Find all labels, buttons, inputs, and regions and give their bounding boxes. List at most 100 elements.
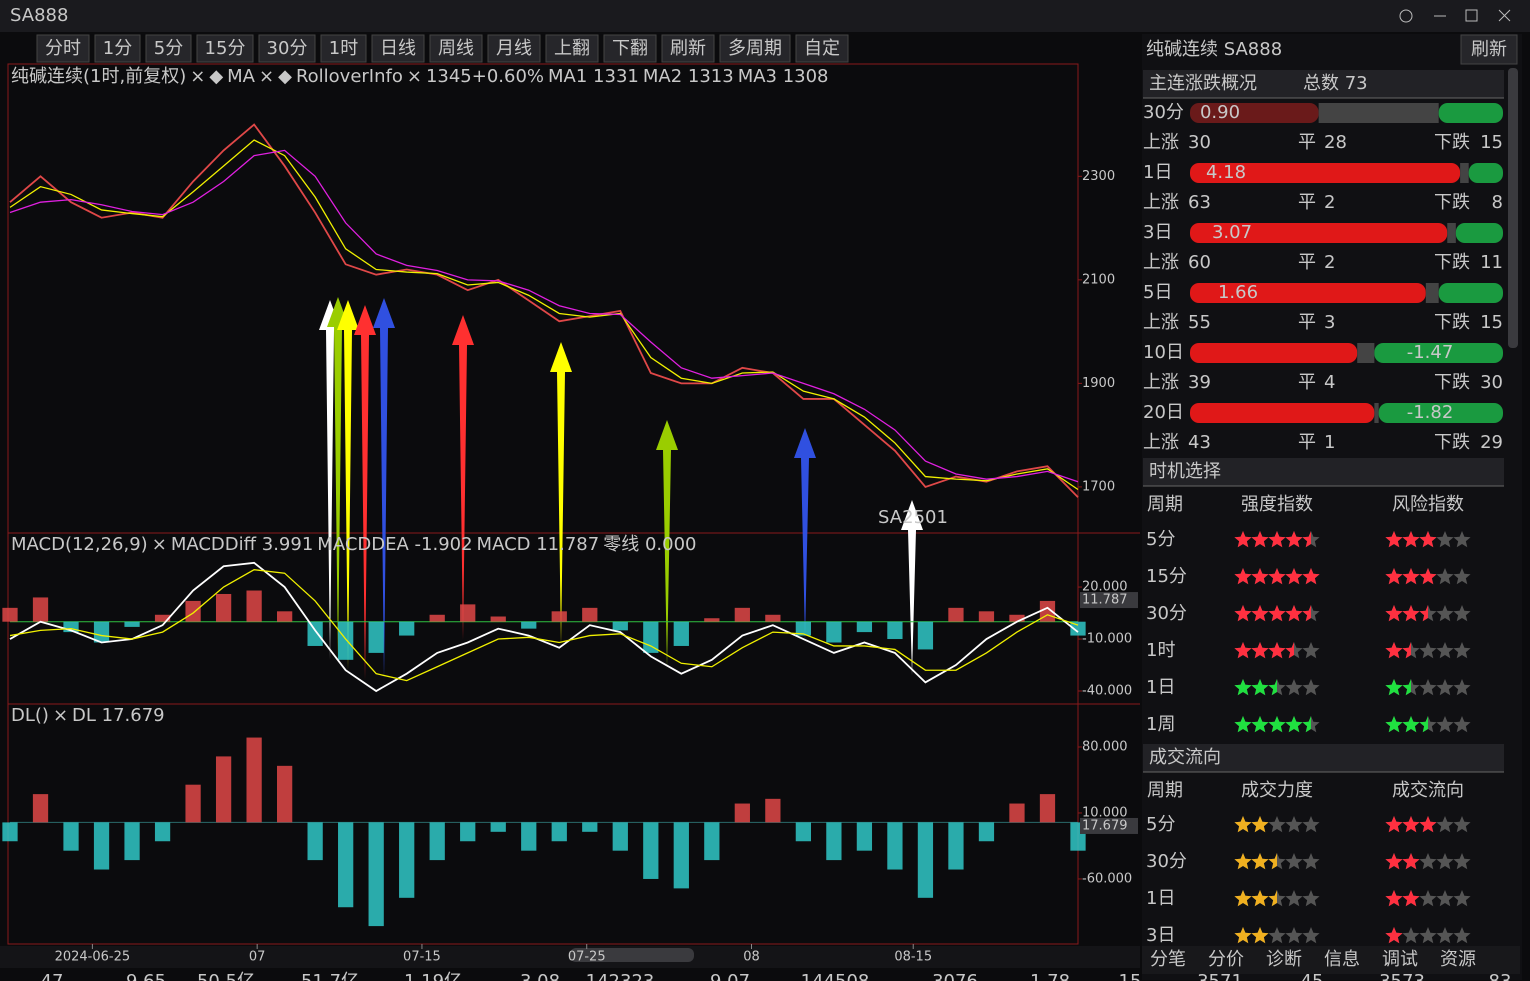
toolbar-label[interactable]: 日线 xyxy=(380,38,416,59)
toolbar-button[interactable] xyxy=(487,34,541,63)
up-count: 39 xyxy=(1188,372,1211,393)
toolbar-button[interactable] xyxy=(661,34,715,63)
period: 1时 xyxy=(1146,640,1175,661)
star-empty xyxy=(1436,531,1454,548)
star-filled xyxy=(1234,716,1252,733)
histogram-bar xyxy=(856,621,873,633)
y-tick-label: -40.000 xyxy=(1082,684,1132,699)
toolbar-label[interactable]: 上翻 xyxy=(554,38,590,59)
star-filled xyxy=(1268,642,1286,659)
toolbar-button[interactable] xyxy=(719,34,791,63)
star-empty xyxy=(1419,853,1437,870)
toolbar-label[interactable]: 刷新 xyxy=(670,38,706,59)
tab[interactable]: 调试 xyxy=(1382,949,1418,970)
maximize[interactable] xyxy=(1465,9,1478,22)
section-title: 成交流向 xyxy=(1149,747,1221,768)
status-value: 15 xyxy=(1119,971,1142,981)
toolbar-button[interactable] xyxy=(545,34,599,63)
scrollbar-thumb[interactable] xyxy=(570,948,694,962)
legend-item: × xyxy=(53,705,68,726)
star-filled xyxy=(1234,853,1252,870)
toolbar-label[interactable]: 月线 xyxy=(496,38,532,59)
toolbar-label[interactable]: 周线 xyxy=(438,38,474,59)
histogram-bar xyxy=(32,794,49,823)
star-filled xyxy=(1402,890,1420,907)
histogram-bar xyxy=(93,822,110,870)
arrow xyxy=(794,428,816,640)
histogram-bar xyxy=(368,822,384,927)
tab[interactable]: 诊断 xyxy=(1266,949,1302,970)
legend-item: DL 17.679 xyxy=(72,705,165,726)
legend-item: ◆ xyxy=(209,66,223,87)
flat-segment xyxy=(1460,163,1469,183)
histogram-bar xyxy=(368,621,384,653)
toolbar-button[interactable] xyxy=(94,34,141,63)
window-controls[interactable] xyxy=(1399,9,1511,23)
star-filled xyxy=(1285,716,1303,733)
tab[interactable]: 资源 xyxy=(1440,949,1476,970)
star-empty xyxy=(1453,853,1471,870)
toolbar-label[interactable]: 分时 xyxy=(45,38,81,59)
x-tick-label: 07-15 xyxy=(403,950,441,965)
down-count: 8 xyxy=(1492,192,1503,213)
toolbar-label[interactable]: 1分 xyxy=(103,38,132,59)
histogram-bar xyxy=(734,607,750,622)
bar-value: -1.82 xyxy=(1407,402,1454,423)
up-segment xyxy=(1190,283,1426,303)
legend-item: RolloverInfo xyxy=(296,66,403,87)
histogram-bar xyxy=(277,611,293,622)
x-tick-label: 2024-06-25 xyxy=(55,950,131,965)
toolbar-label[interactable]: 5分 xyxy=(154,38,183,59)
histogram-bar xyxy=(551,822,567,842)
star-empty xyxy=(1436,816,1454,833)
flat-count: 1 xyxy=(1324,432,1335,453)
tab[interactable]: 分笔 xyxy=(1150,949,1186,970)
down-count: 30 xyxy=(1480,372,1503,393)
y-tick-label: 1900 xyxy=(1082,376,1115,391)
star-filled xyxy=(1419,816,1437,833)
histogram-bar xyxy=(887,822,903,870)
toolbar-button[interactable] xyxy=(258,34,316,63)
period: 15分 xyxy=(1146,566,1187,587)
toolbar-label[interactable]: 多周期 xyxy=(728,38,782,59)
histogram-bar xyxy=(215,756,232,823)
toolbar-button[interactable] xyxy=(795,34,849,63)
x-tick-label: 08 xyxy=(743,950,760,965)
down-count: 29 xyxy=(1480,432,1503,453)
histogram-bar xyxy=(429,614,445,622)
flat-label: 平 xyxy=(1298,312,1316,333)
help-icon[interactable] xyxy=(1399,9,1413,23)
histogram-bar xyxy=(185,600,201,622)
up-label: 上涨 xyxy=(1143,192,1179,213)
histogram-bar xyxy=(643,621,659,653)
toolbar-label[interactable]: 15分 xyxy=(205,38,246,59)
toolbar-button[interactable] xyxy=(36,34,90,63)
star-empty xyxy=(1402,927,1420,944)
bar-value: 1.66 xyxy=(1218,282,1258,303)
toolbar-button[interactable] xyxy=(603,34,657,63)
period: 3日 xyxy=(1146,925,1175,946)
status-value: 142323 xyxy=(586,971,655,981)
refresh-label[interactable]: 刷新 xyxy=(1471,39,1507,60)
star-filled xyxy=(1234,605,1252,622)
tab[interactable]: 分价 xyxy=(1208,949,1244,970)
toolbar-label[interactable]: 下翻 xyxy=(612,38,648,59)
refresh-button[interactable] xyxy=(1460,34,1518,65)
toolbar-button[interactable] xyxy=(145,34,192,63)
flat-segment xyxy=(1357,343,1375,363)
star-empty xyxy=(1453,531,1471,548)
toolbar-label[interactable]: 1时 xyxy=(329,38,358,59)
star-empty xyxy=(1453,568,1471,585)
toolbar-button[interactable] xyxy=(429,34,483,63)
tab[interactable]: 信息 xyxy=(1324,949,1360,970)
legend-item: 纯碱连续(1时,前复权) xyxy=(11,66,186,87)
close[interactable] xyxy=(1498,9,1511,22)
toolbar-label[interactable]: 自定 xyxy=(804,38,840,59)
toolbar-button[interactable] xyxy=(196,34,254,63)
toolbar-button[interactable] xyxy=(371,34,425,63)
panel-scrollbar[interactable] xyxy=(1508,68,1518,348)
toolbar-label[interactable]: 30分 xyxy=(267,38,308,59)
column-header: 风险指数 xyxy=(1392,494,1464,515)
toolbar-button[interactable] xyxy=(320,34,367,63)
